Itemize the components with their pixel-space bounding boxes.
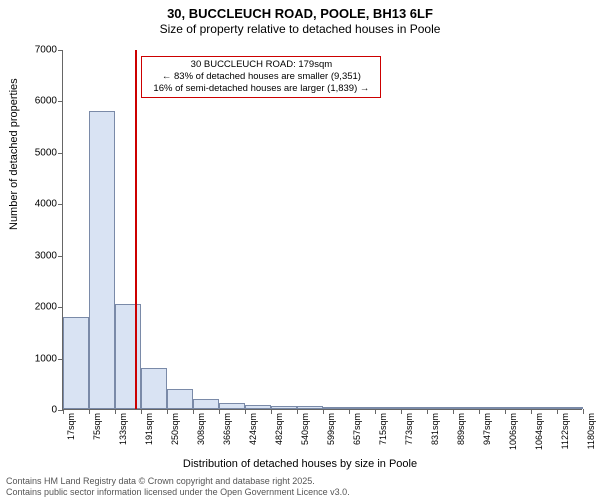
annotation-line: ← 83% of detached houses are smaller (9,…	[146, 71, 376, 83]
y-tick-mark	[58, 256, 63, 257]
x-tick-label: 424sqm	[248, 413, 258, 445]
histogram-bar	[505, 407, 531, 409]
x-tick-mark	[531, 409, 532, 414]
footer-line1: Contains HM Land Registry data © Crown c…	[6, 476, 350, 487]
x-tick-label: 540sqm	[300, 413, 310, 445]
y-tick-mark	[58, 307, 63, 308]
x-tick-label: 308sqm	[196, 413, 206, 445]
y-tick-label: 3000	[35, 250, 57, 261]
x-tick-mark	[115, 409, 116, 414]
histogram-bar	[375, 407, 401, 409]
x-tick-label: 250sqm	[170, 413, 180, 445]
x-tick-mark	[401, 409, 402, 414]
chart-title-block: 30, BUCCLEUCH ROAD, POOLE, BH13 6LF Size…	[0, 0, 600, 36]
x-tick-label: 1180sqm	[586, 413, 596, 449]
histogram-bar	[557, 407, 583, 409]
annotation-line: 16% of semi-detached houses are larger (…	[146, 83, 376, 95]
histogram-plot-area: 0100020003000400050006000700017sqm75sqm1…	[62, 50, 582, 410]
x-tick-mark	[505, 409, 506, 414]
histogram-bar	[401, 407, 427, 409]
footer-line2: Contains public sector information licen…	[6, 487, 350, 498]
x-tick-label: 1064sqm	[534, 413, 544, 450]
histogram-bar	[167, 389, 193, 409]
x-tick-mark	[219, 409, 220, 414]
x-tick-label: 657sqm	[352, 413, 362, 445]
x-tick-mark	[141, 409, 142, 414]
x-tick-label: 715sqm	[378, 413, 388, 445]
histogram-bar	[141, 368, 167, 409]
footer-attribution: Contains HM Land Registry data © Crown c…	[6, 476, 350, 498]
x-tick-mark	[63, 409, 64, 414]
x-tick-mark	[271, 409, 272, 414]
y-tick-label: 7000	[35, 45, 57, 56]
property-marker-line	[135, 50, 137, 409]
histogram-bar	[219, 403, 245, 409]
x-tick-label: 75sqm	[92, 413, 102, 440]
x-tick-label: 1006sqm	[508, 413, 518, 450]
x-axis-label: Distribution of detached houses by size …	[0, 458, 600, 470]
x-tick-mark	[375, 409, 376, 414]
x-tick-label: 17sqm	[66, 413, 76, 440]
histogram-bar	[193, 399, 219, 409]
y-axis-label: Number of detached properties	[8, 78, 20, 230]
y-tick-label: 5000	[35, 147, 57, 158]
annotation-line: 30 BUCCLEUCH ROAD: 179sqm	[146, 59, 376, 71]
chart-title-line1: 30, BUCCLEUCH ROAD, POOLE, BH13 6LF	[0, 6, 600, 21]
histogram-bar	[297, 406, 323, 409]
x-tick-mark	[323, 409, 324, 414]
y-tick-label: 0	[51, 405, 57, 416]
histogram-bar	[453, 407, 479, 409]
annotation-box: 30 BUCCLEUCH ROAD: 179sqm← 83% of detach…	[141, 56, 381, 98]
histogram-bar	[271, 406, 297, 409]
x-tick-label: 831sqm	[430, 413, 440, 445]
y-tick-mark	[58, 153, 63, 154]
histogram-bar	[427, 407, 453, 409]
x-tick-mark	[427, 409, 428, 414]
x-tick-mark	[557, 409, 558, 414]
histogram-bar	[323, 407, 349, 409]
x-tick-label: 482sqm	[274, 413, 284, 445]
x-tick-label: 889sqm	[456, 413, 466, 445]
histogram-bar	[531, 407, 557, 409]
y-tick-mark	[58, 204, 63, 205]
histogram-bar	[479, 407, 505, 409]
histogram-bar	[63, 317, 89, 409]
x-tick-label: 599sqm	[326, 413, 336, 445]
y-tick-label: 4000	[35, 199, 57, 210]
x-tick-mark	[453, 409, 454, 414]
x-tick-label: 773sqm	[404, 413, 414, 445]
histogram-bar	[349, 407, 375, 409]
y-tick-label: 6000	[35, 96, 57, 107]
x-tick-mark	[479, 409, 480, 414]
x-tick-mark	[297, 409, 298, 414]
y-tick-label: 2000	[35, 302, 57, 313]
y-tick-mark	[58, 101, 63, 102]
x-tick-mark	[167, 409, 168, 414]
y-tick-label: 1000	[35, 353, 57, 364]
x-tick-label: 191sqm	[144, 413, 154, 445]
histogram-bar	[89, 111, 115, 409]
x-tick-label: 133sqm	[118, 413, 128, 445]
y-tick-mark	[58, 50, 63, 51]
x-tick-label: 1122sqm	[560, 413, 570, 449]
x-tick-mark	[245, 409, 246, 414]
chart-title-line2: Size of property relative to detached ho…	[0, 22, 600, 36]
x-tick-mark	[89, 409, 90, 414]
x-tick-mark	[349, 409, 350, 414]
histogram-bar	[245, 405, 271, 409]
x-tick-mark	[193, 409, 194, 414]
x-tick-label: 947sqm	[482, 413, 492, 445]
x-tick-mark	[583, 409, 584, 414]
x-tick-label: 366sqm	[222, 413, 232, 445]
